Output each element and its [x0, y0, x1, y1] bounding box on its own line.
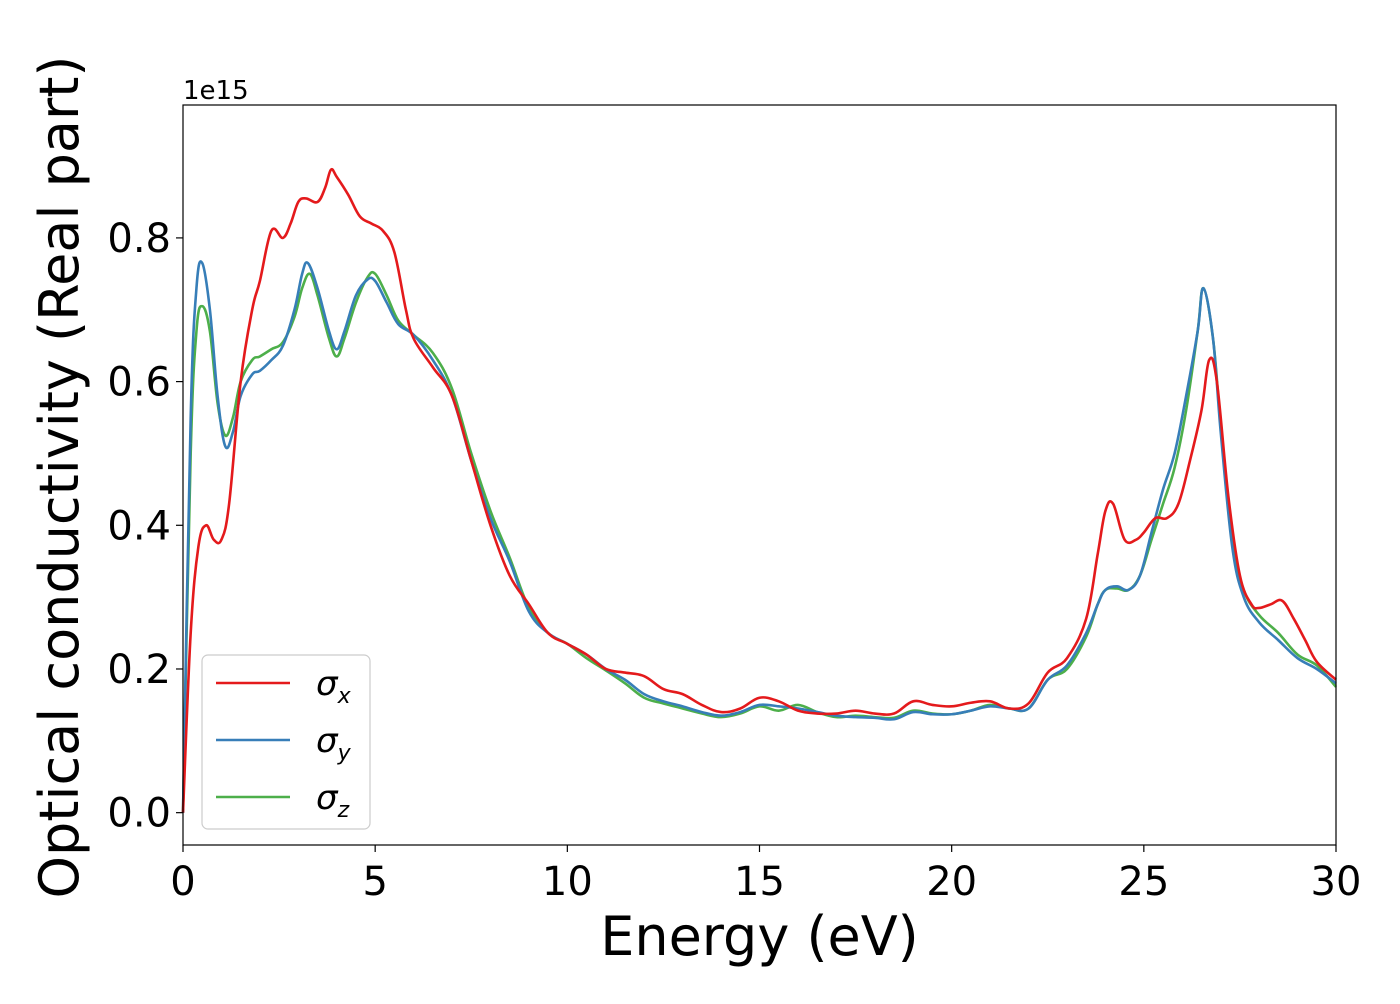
plot-lines [181, 167, 1337, 813]
series-line-z [181, 270, 1337, 813]
x-tick-label: 0 [170, 859, 195, 905]
y-tick-label: 0.2 [107, 647, 171, 693]
y-axis-label: Optical conductivity (Real part) [28, 56, 91, 899]
x-tick-label: 25 [1118, 859, 1169, 905]
legend: σx σy σz [201, 654, 371, 830]
y-tick-label: 0.6 [107, 360, 171, 406]
y-tick-label: 0.0 [107, 791, 171, 837]
y-axis-ticks: 0.0 0.2 0.4 0.6 0.8 [107, 216, 183, 837]
legend-label-z: σz [316, 778, 350, 823]
series-line-x [181, 167, 1337, 813]
legend-frame [201, 654, 371, 830]
x-tick-label: 5 [362, 859, 387, 905]
legend-label-x: σx [316, 664, 352, 709]
x-tick-label: 30 [1311, 859, 1362, 905]
y-axis-offset-label: 1e15 [183, 76, 249, 106]
x-tick-label: 10 [542, 859, 593, 905]
x-tick-label: 15 [734, 859, 785, 905]
y-tick-label: 0.8 [107, 216, 171, 262]
series-line-y [181, 260, 1337, 813]
x-tick-label: 20 [926, 859, 977, 905]
x-axis-label: Energy (eV) [600, 905, 919, 968]
x-axis-ticks: 0 5 10 15 20 25 30 [170, 845, 1361, 905]
y-tick-label: 0.4 [107, 503, 171, 549]
legend-label-y: σy [316, 721, 352, 766]
